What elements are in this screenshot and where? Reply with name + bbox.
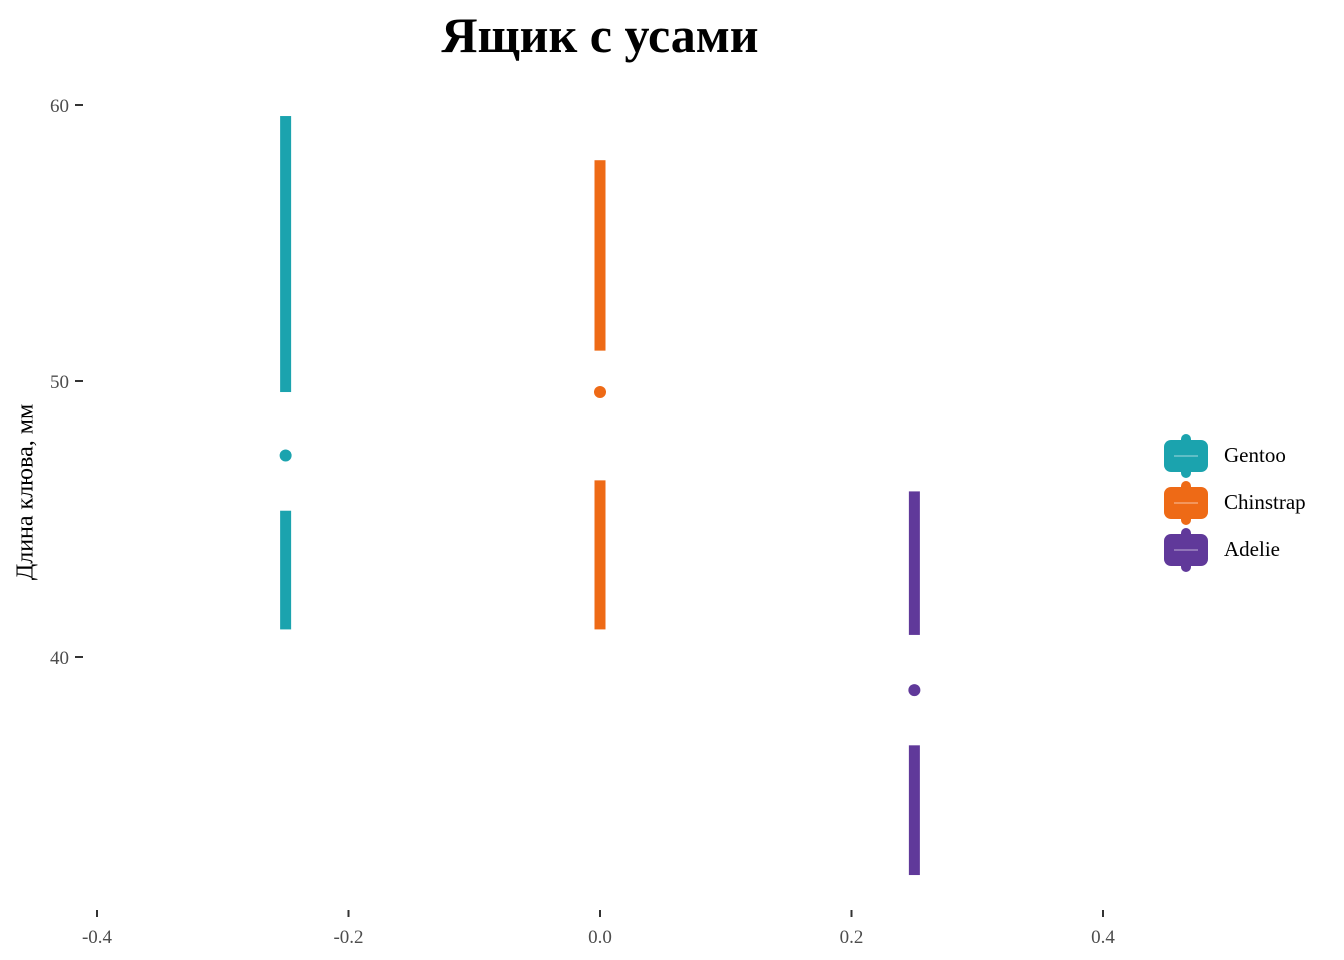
series-chinstrap bbox=[594, 160, 606, 630]
series-gentoo bbox=[279, 116, 292, 630]
legend-key bbox=[1164, 433, 1208, 478]
median-point bbox=[279, 449, 292, 462]
x-tick-label: 0.0 bbox=[588, 927, 612, 948]
lower-whisker bbox=[908, 745, 920, 876]
legend-label: Chinstrap bbox=[1224, 490, 1306, 514]
y-tick-label: 60 bbox=[50, 96, 69, 117]
series-adelie bbox=[908, 491, 921, 876]
legend-item-gentoo: Gentoo bbox=[1162, 432, 1306, 479]
y-tick-label: 40 bbox=[50, 648, 69, 669]
x-tick-label: -0.2 bbox=[333, 927, 363, 948]
legend-label: Adelie bbox=[1224, 537, 1280, 561]
legend-item-chinstrap: Chinstrap bbox=[1162, 479, 1306, 526]
x-tick-label: -0.4 bbox=[82, 927, 113, 948]
legend-item-adelie: Adelie bbox=[1162, 526, 1306, 573]
median-point bbox=[594, 386, 606, 399]
legend-key bbox=[1164, 527, 1208, 572]
upper-whisker bbox=[280, 116, 292, 393]
legend-label: Gentoo bbox=[1224, 443, 1286, 467]
lower-whisker bbox=[280, 510, 292, 630]
legend: Gentoo Chinstrap Adelie bbox=[1162, 432, 1306, 573]
y-axis: 60 50 40 bbox=[50, 96, 83, 669]
chart-title: Ящик с усами bbox=[441, 7, 759, 63]
y-tick-label: 50 bbox=[50, 372, 69, 393]
lower-whisker bbox=[594, 480, 606, 630]
x-tick-label: 0.4 bbox=[1091, 927, 1115, 948]
x-tick-label: 0.2 bbox=[840, 927, 864, 948]
x-axis: -0.4 -0.2 0.0 0.2 0.4 bbox=[82, 910, 1115, 948]
upper-whisker bbox=[908, 491, 920, 635]
y-axis-label: Длина клюва, мм bbox=[12, 403, 39, 581]
legend-key bbox=[1164, 480, 1208, 525]
median-point bbox=[908, 684, 921, 697]
chart-marks bbox=[279, 116, 921, 876]
upper-whisker bbox=[594, 160, 606, 351]
